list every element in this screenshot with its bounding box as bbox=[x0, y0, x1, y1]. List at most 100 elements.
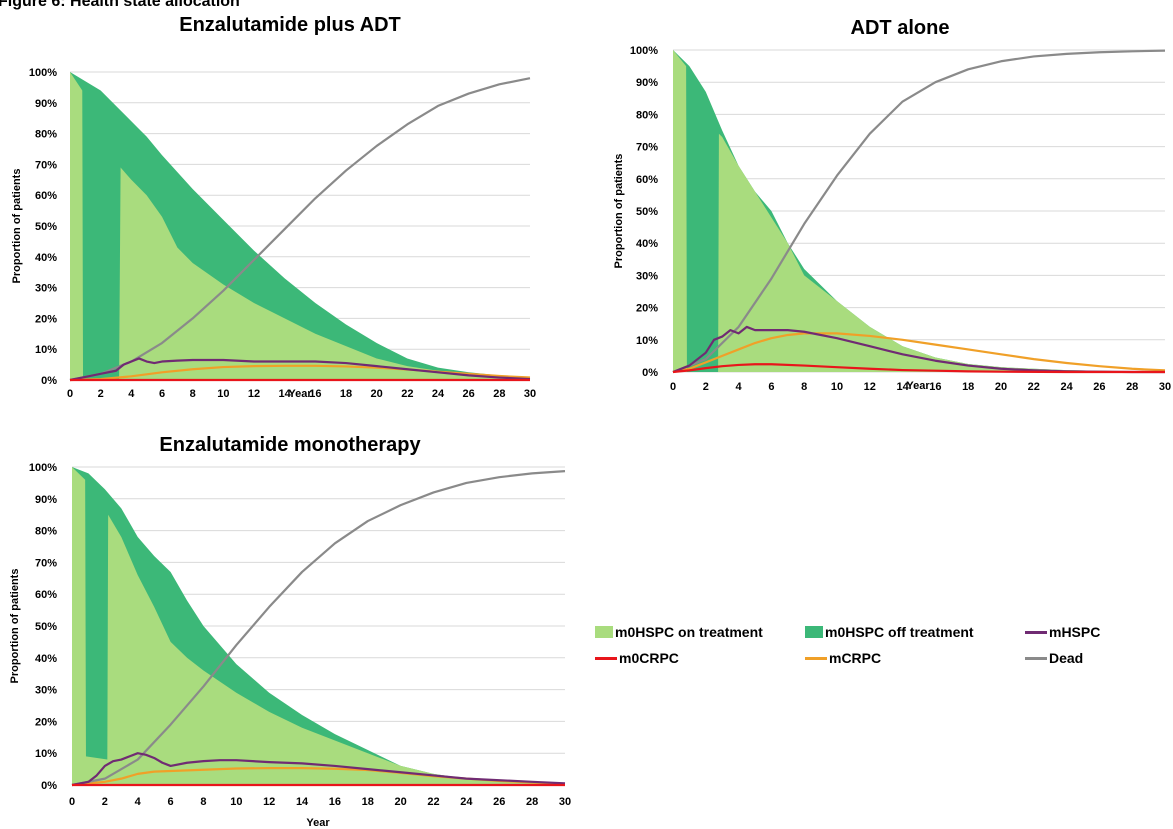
legend-item-mcrpc: mCRPC bbox=[805, 650, 881, 666]
x-tick-label-enzalutamide-plus-adt: 26 bbox=[463, 388, 475, 400]
legend-label-mhspc: mHSPC bbox=[1049, 624, 1101, 640]
y-tick-label-enzalutamide-monotherapy: 20% bbox=[35, 716, 57, 728]
x-tick-label-enzalutamide-monotherapy: 30 bbox=[559, 796, 571, 808]
y-tick-label-adt-alone: 20% bbox=[636, 303, 658, 315]
y-tick-label-adt-alone: 70% bbox=[636, 142, 658, 154]
x-tick-label-enzalutamide-monotherapy: 26 bbox=[493, 796, 505, 808]
x-tick-label-adt-alone: 14 bbox=[896, 381, 909, 393]
x-tick-label-adt-alone: 28 bbox=[1126, 381, 1138, 393]
y-tick-label-enzalutamide-monotherapy: 30% bbox=[35, 685, 57, 697]
x-tick-label-enzalutamide-plus-adt: 28 bbox=[493, 388, 505, 400]
area-m0hspc-on-enzalutamide-plus-adt bbox=[70, 72, 530, 380]
x-tick-label-adt-alone: 22 bbox=[1028, 381, 1040, 393]
x-tick-label-enzalutamide-monotherapy: 14 bbox=[296, 796, 309, 808]
y-tick-label-enzalutamide-monotherapy: 80% bbox=[35, 526, 57, 538]
legend-item-dead: Dead bbox=[1025, 650, 1083, 666]
y-axis-title-enzalutamide-monotherapy: Proportion of patients bbox=[9, 569, 21, 684]
legend-label-m0hspc-on: m0HSPC on treatment bbox=[615, 624, 763, 640]
x-tick-label-enzalutamide-plus-adt: 6 bbox=[159, 388, 165, 400]
y-tick-label-enzalutamide-plus-adt: 40% bbox=[35, 252, 57, 264]
area-m0hspc-on-adt-alone bbox=[673, 50, 1165, 372]
y-tick-label-adt-alone: 40% bbox=[636, 238, 658, 250]
y-tick-label-enzalutamide-plus-adt: 0% bbox=[41, 375, 57, 387]
x-tick-label-enzalutamide-plus-adt: 4 bbox=[128, 388, 135, 400]
y-tick-label-enzalutamide-plus-adt: 30% bbox=[35, 283, 57, 295]
y-tick-label-enzalutamide-monotherapy: 50% bbox=[35, 621, 57, 633]
line-mcrpc-adt-alone bbox=[672, 332, 1166, 374]
line-m0crpc-adt-alone bbox=[672, 363, 1165, 374]
chart-title-adt-alone: ADT alone bbox=[850, 17, 950, 39]
x-tick-label-enzalutamide-monotherapy: 2 bbox=[102, 796, 108, 808]
line-mhspc-enzalutamide-plus-adt bbox=[69, 357, 531, 382]
x-axis-title-adt-alone: Year bbox=[906, 380, 930, 392]
area-m0hspc-on-enzalutamide-monotherapy bbox=[72, 467, 565, 785]
y-tick-label-enzalutamide-monotherapy: 0% bbox=[41, 780, 57, 792]
legend-label-mcrpc: mCRPC bbox=[829, 650, 882, 666]
line-dead-enzalutamide-monotherapy bbox=[71, 470, 566, 787]
y-tick-label-enzalutamide-plus-adt: 80% bbox=[35, 129, 57, 141]
x-tick-label-enzalutamide-monotherapy: 18 bbox=[362, 796, 374, 808]
x-tick-label-enzalutamide-monotherapy: 24 bbox=[460, 796, 473, 808]
y-tick-label-enzalutamide-plus-adt: 100% bbox=[29, 67, 57, 79]
legend-swatch-mcrpc bbox=[805, 656, 827, 660]
legend-item-m0hspc-on: m0HSPC on treatment bbox=[595, 624, 763, 640]
x-tick-label-adt-alone: 10 bbox=[831, 381, 843, 393]
x-tick-label-adt-alone: 4 bbox=[736, 381, 743, 393]
y-tick-label-enzalutamide-plus-adt: 10% bbox=[35, 344, 57, 356]
x-tick-label-adt-alone: 18 bbox=[962, 381, 974, 393]
legend-label-dead: Dead bbox=[1049, 650, 1084, 666]
y-tick-label-adt-alone: 30% bbox=[636, 270, 658, 282]
y-tick-label-enzalutamide-plus-adt: 50% bbox=[35, 221, 57, 233]
x-tick-label-adt-alone: 20 bbox=[995, 381, 1007, 393]
legend-label-m0hspc-off: m0HSPC off treatment bbox=[825, 624, 974, 640]
x-tick-label-enzalutamide-plus-adt: 2 bbox=[98, 388, 104, 400]
y-tick-label-adt-alone: 50% bbox=[636, 206, 658, 218]
x-tick-label-adt-alone: 6 bbox=[768, 381, 774, 393]
x-tick-label-enzalutamide-plus-adt: 18 bbox=[340, 388, 352, 400]
x-tick-label-adt-alone: 30 bbox=[1159, 381, 1171, 393]
y-tick-label-enzalutamide-plus-adt: 90% bbox=[35, 98, 57, 110]
y-tick-label-enzalutamide-monotherapy: 90% bbox=[35, 494, 57, 506]
x-tick-label-enzalutamide-monotherapy: 6 bbox=[168, 796, 174, 808]
line-dead-adt-alone bbox=[672, 49, 1166, 374]
x-tick-label-enzalutamide-plus-adt: 10 bbox=[217, 388, 229, 400]
y-tick-label-enzalutamide-monotherapy: 10% bbox=[35, 748, 57, 760]
x-tick-label-enzalutamide-monotherapy: 16 bbox=[329, 796, 341, 808]
x-tick-label-enzalutamide-monotherapy: 22 bbox=[427, 796, 439, 808]
x-tick-label-enzalutamide-plus-adt: 14 bbox=[279, 388, 292, 400]
y-axis-title-enzalutamide-plus-adt: Proportion of patients bbox=[11, 169, 23, 284]
legend-label-m0crpc: m0CRPC bbox=[619, 650, 679, 666]
y-tick-label-adt-alone: 80% bbox=[636, 109, 658, 121]
y-tick-label-enzalutamide-plus-adt: 20% bbox=[35, 313, 57, 325]
x-tick-label-adt-alone: 12 bbox=[864, 381, 876, 393]
y-tick-label-adt-alone: 10% bbox=[636, 335, 658, 347]
y-tick-label-enzalutamide-monotherapy: 70% bbox=[35, 557, 57, 569]
y-tick-label-adt-alone: 60% bbox=[636, 174, 658, 186]
line-mhspc-enzalutamide-monotherapy bbox=[71, 752, 566, 787]
x-tick-label-enzalutamide-monotherapy: 12 bbox=[263, 796, 275, 808]
y-axis-title-adt-alone: Proportion of patients bbox=[613, 154, 625, 269]
legend-item-mhspc: mHSPC bbox=[1025, 624, 1100, 640]
line-dead-enzalutamide-plus-adt bbox=[69, 77, 531, 382]
y-tick-label-adt-alone: 100% bbox=[630, 45, 658, 57]
x-tick-label-enzalutamide-monotherapy: 0 bbox=[69, 796, 75, 808]
x-tick-label-adt-alone: 8 bbox=[801, 381, 807, 393]
x-tick-label-adt-alone: 2 bbox=[703, 381, 709, 393]
line-mhspc-adt-alone bbox=[672, 325, 1165, 374]
x-tick-label-enzalutamide-plus-adt: 20 bbox=[371, 388, 383, 400]
x-tick-label-enzalutamide-monotherapy: 4 bbox=[135, 796, 142, 808]
legend-swatch-m0hspc-off bbox=[805, 626, 823, 638]
x-tick-label-enzalutamide-plus-adt: 30 bbox=[524, 388, 536, 400]
x-tick-label-enzalutamide-monotherapy: 8 bbox=[200, 796, 206, 808]
y-tick-label-enzalutamide-plus-adt: 70% bbox=[35, 159, 57, 171]
y-tick-label-enzalutamide-monotherapy: 40% bbox=[35, 653, 57, 665]
legend-item-m0hspc-off: m0HSPC off treatment bbox=[805, 624, 974, 640]
x-tick-label-enzalutamide-monotherapy: 10 bbox=[230, 796, 242, 808]
x-tick-label-enzalutamide-plus-adt: 12 bbox=[248, 388, 260, 400]
x-axis-title-enzalutamide-plus-adt: Year bbox=[288, 388, 312, 400]
x-tick-label-adt-alone: 0 bbox=[670, 381, 676, 393]
y-tick-label-enzalutamide-monotherapy: 100% bbox=[29, 462, 57, 474]
legend-swatch-dead bbox=[1025, 656, 1047, 660]
x-tick-label-adt-alone: 26 bbox=[1093, 381, 1105, 393]
